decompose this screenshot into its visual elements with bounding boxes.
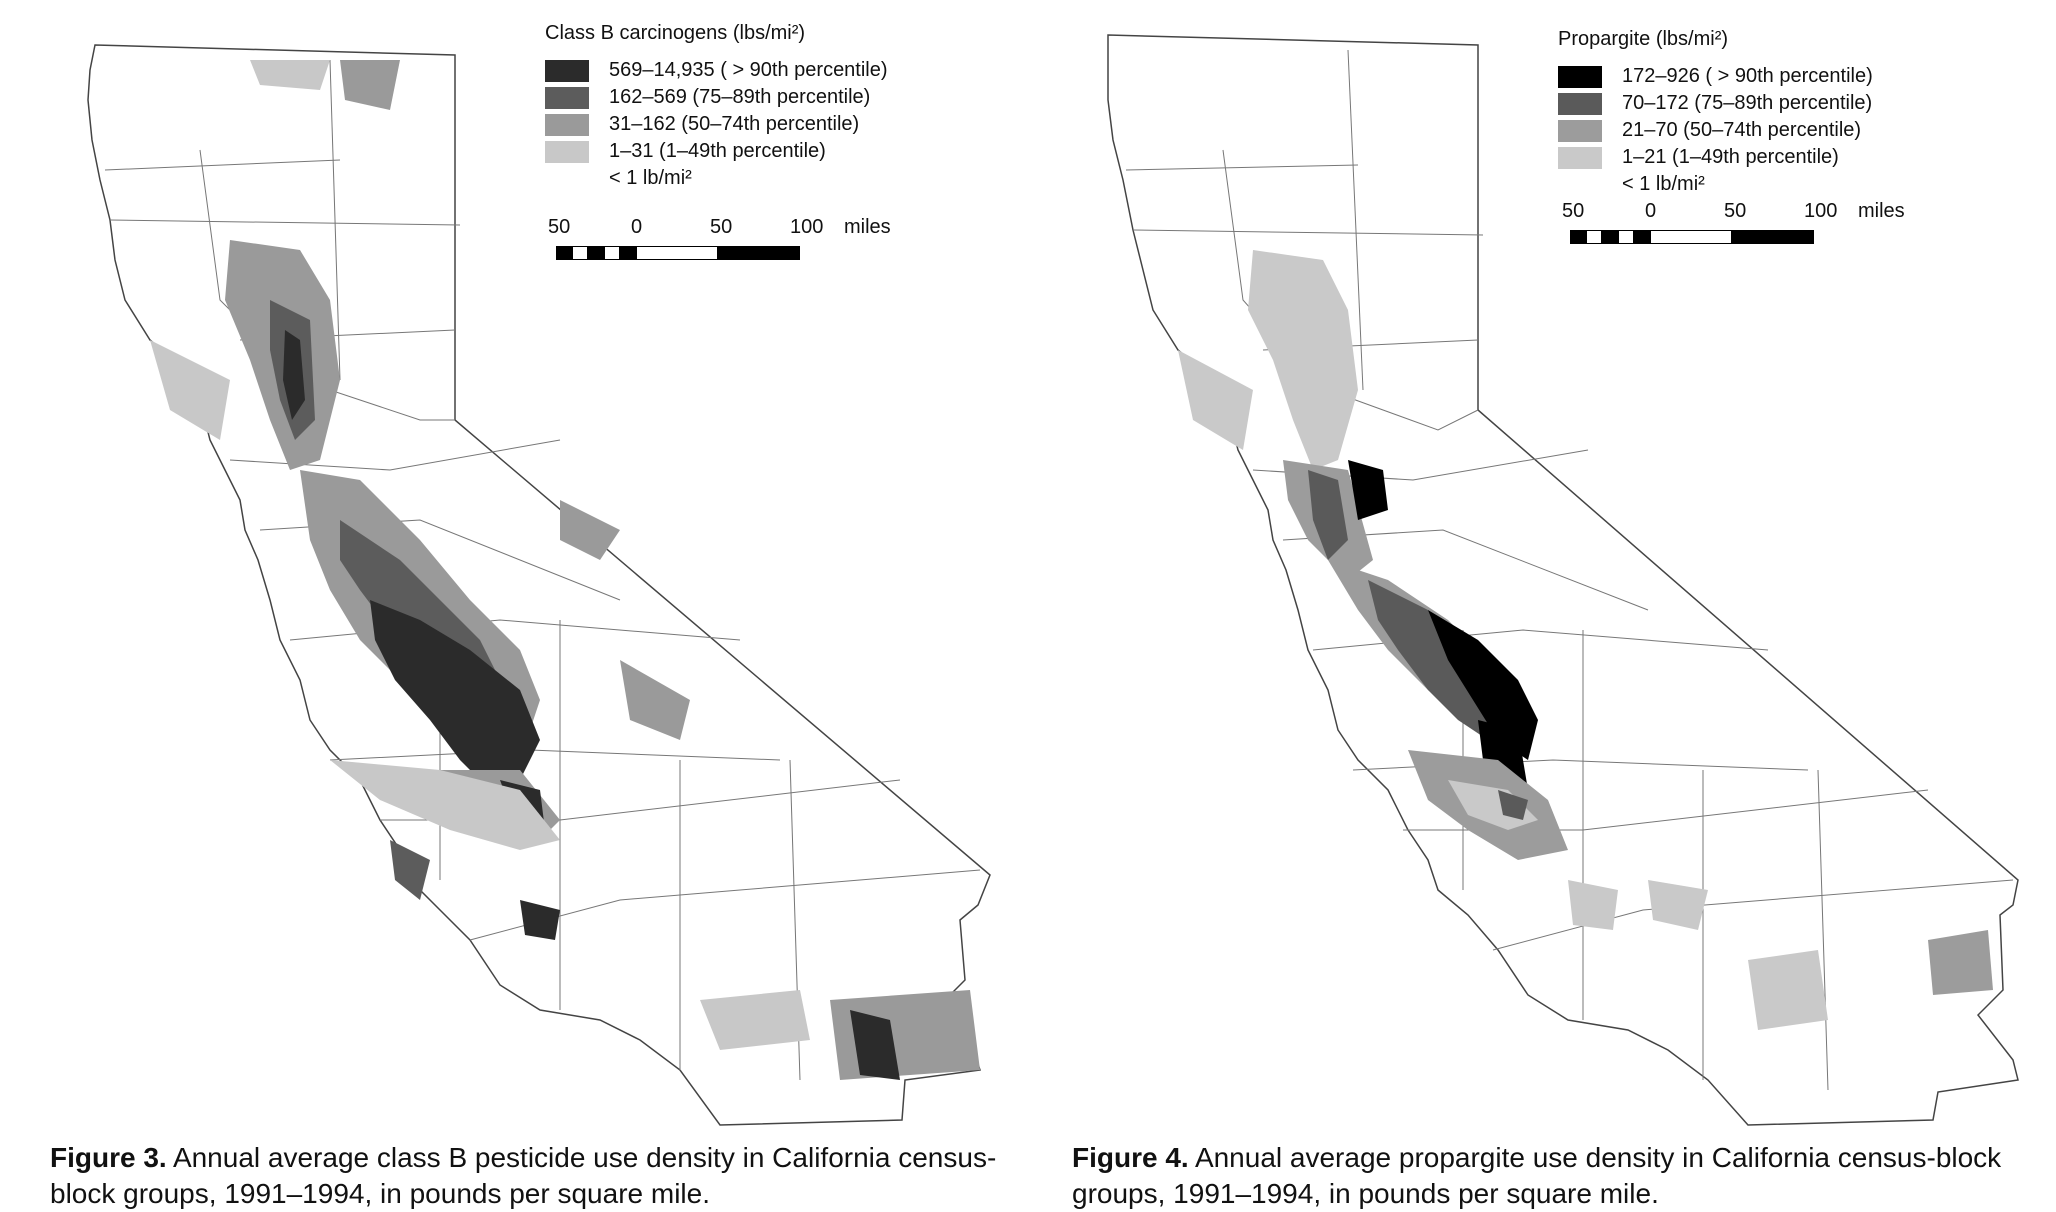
california-map-fig4 — [1107, 34, 2019, 1126]
scale-tick: 50 — [1562, 200, 1585, 222]
caption-label: Figure 4. — [1072, 1142, 1189, 1173]
density-patches — [1178, 250, 1993, 1030]
legend-label: 31–162 (50–74th percentile) — [609, 113, 860, 135]
legend-label: 70–172 (75–89th percentile) — [1622, 92, 1873, 114]
caption-text: Annual average propargite use density in… — [1072, 1142, 2002, 1209]
legend-title: Class B carcinogens (lbs/mi²) — [545, 22, 806, 44]
california-outline — [1107, 34, 2019, 1126]
legend-title: Propargite (lbs/mi²) — [1558, 28, 1729, 50]
density-patches — [150, 60, 980, 1080]
scale-bar-fig4: 50 0 50 100 miles — [1562, 200, 1922, 248]
scale-bar-fig3: 50 0 50 100 miles — [548, 216, 908, 264]
legend-fig4: Propargite (lbs/mi²) 172–926 ( > 90th pe… — [1558, 28, 1873, 198]
legend-row-3: 21–70 (50–74th percentile) — [1558, 117, 1873, 144]
legend-row-3: 31–162 (50–74th percentile) — [545, 111, 888, 138]
legend-below-label: < 1 lb/mi² — [609, 167, 692, 189]
figure-4-caption: Figure 4. Annual average propargite use … — [1072, 1140, 2052, 1212]
legend-swatch — [1558, 146, 1602, 169]
scale-tick: 50 — [548, 216, 571, 238]
legend-swatch — [545, 140, 589, 163]
legend-fig3: Class B carcinogens (lbs/mi²) 569–14,935… — [545, 22, 888, 192]
scale-tick: 100 — [790, 216, 824, 238]
figure-3-panel: Class B carcinogens (lbs/mi²) 569–14,935… — [0, 0, 1028, 1210]
scale-unit: miles — [1858, 200, 1905, 222]
scale-tick: 100 — [1804, 200, 1838, 222]
california-outline — [87, 44, 991, 1126]
legend-swatch — [1558, 92, 1602, 115]
legend-swatch — [545, 86, 589, 109]
figure-3-caption: Figure 3. Annual average class B pestici… — [50, 1140, 1030, 1212]
legend-below-label: < 1 lb/mi² — [1622, 173, 1705, 195]
legend-label: 569–14,935 ( > 90th percentile) — [609, 59, 888, 81]
figure-4-panel: Propargite (lbs/mi²) 172–926 ( > 90th pe… — [1028, 0, 2056, 1210]
legend-row-1: 569–14,935 ( > 90th percentile) — [545, 57, 888, 84]
legend-label: 21–70 (50–74th percentile) — [1622, 119, 1862, 141]
legend-label: 162–569 (75–89th percentile) — [609, 86, 871, 108]
legend-label: 1–21 (1–49th percentile) — [1622, 146, 1839, 168]
caption-text: Annual average class B pesticide use den… — [50, 1142, 997, 1209]
legend-label: 1–31 (1–49th percentile) — [609, 140, 826, 162]
legend-swatch — [545, 113, 589, 136]
scale-tick: 0 — [1645, 200, 1657, 222]
scale-tick: 0 — [631, 216, 643, 238]
scale-tick: 50 — [710, 216, 733, 238]
legend-label: 172–926 ( > 90th percentile) — [1622, 65, 1873, 87]
legend-row-4: 1–31 (1–49th percentile) — [545, 138, 888, 165]
california-map-fig3 — [87, 44, 991, 1126]
scale-tick: 50 — [1724, 200, 1747, 222]
legend-row-4: 1–21 (1–49th percentile) — [1558, 144, 1873, 171]
legend-row-2: 70–172 (75–89th percentile) — [1558, 90, 1873, 117]
legend-row-1: 172–926 ( > 90th percentile) — [1558, 63, 1873, 90]
legend-swatch — [545, 59, 589, 82]
caption-label: Figure 3. — [50, 1142, 167, 1173]
legend-swatch — [1558, 119, 1602, 142]
scale-unit: miles — [844, 216, 891, 238]
legend-row-2: 162–569 (75–89th percentile) — [545, 84, 888, 111]
legend-swatch — [1558, 65, 1602, 88]
